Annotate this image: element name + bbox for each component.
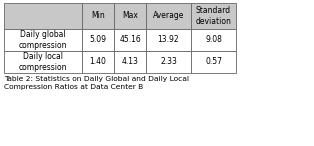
Text: Max: Max bbox=[122, 12, 138, 20]
Text: 2.33: 2.33 bbox=[160, 58, 177, 66]
Bar bbox=[82, 3, 114, 29]
Text: Average: Average bbox=[153, 12, 184, 20]
Bar bbox=[191, 51, 236, 73]
Bar bbox=[191, 3, 236, 29]
Bar bbox=[82, 51, 114, 73]
Text: Standard
deviation: Standard deviation bbox=[196, 6, 231, 26]
Bar bbox=[114, 29, 146, 51]
Text: 0.57: 0.57 bbox=[205, 58, 222, 66]
Text: Table 2: Statistics on Daily Global and Daily Local
Compression Ratios at Data C: Table 2: Statistics on Daily Global and … bbox=[4, 76, 189, 89]
Bar bbox=[146, 3, 191, 29]
Bar bbox=[82, 29, 114, 51]
Text: 13.92: 13.92 bbox=[158, 35, 179, 45]
Bar bbox=[4, 51, 82, 73]
Bar bbox=[146, 29, 191, 51]
Text: 9.08: 9.08 bbox=[205, 35, 222, 45]
Bar bbox=[114, 51, 146, 73]
Bar bbox=[4, 29, 82, 51]
Bar bbox=[146, 51, 191, 73]
Text: 1.40: 1.40 bbox=[89, 58, 106, 66]
Bar bbox=[4, 3, 82, 29]
Text: 45.16: 45.16 bbox=[119, 35, 141, 45]
Bar bbox=[191, 29, 236, 51]
Text: Daily local
compression: Daily local compression bbox=[19, 52, 67, 72]
Text: 5.09: 5.09 bbox=[89, 35, 106, 45]
Text: Min: Min bbox=[91, 12, 105, 20]
Text: 4.13: 4.13 bbox=[122, 58, 138, 66]
Bar bbox=[114, 3, 146, 29]
Text: Daily global
compression: Daily global compression bbox=[19, 31, 67, 49]
